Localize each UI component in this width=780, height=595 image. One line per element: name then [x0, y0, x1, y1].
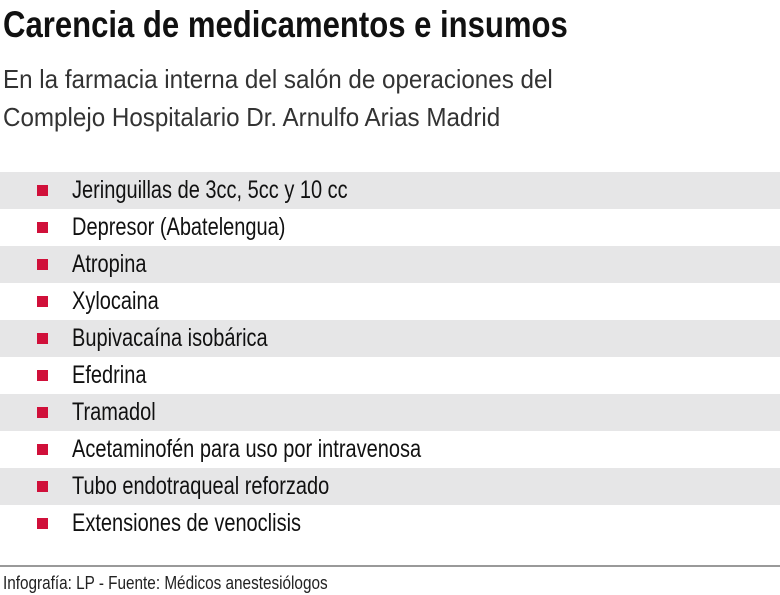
red-square-bullet-icon — [37, 185, 48, 196]
item-label: Depresor (Abatelengua) — [72, 213, 339, 242]
list-item: Atropina — [0, 246, 780, 283]
list-item: Depresor (Abatelengua) — [0, 209, 780, 246]
item-label: Acetaminofén para uso por intravenosa — [72, 435, 508, 464]
item-text: Jeringuillas de 3cc, 5cc y 10 cc — [72, 176, 348, 204]
red-square-bullet-icon — [37, 407, 48, 418]
list-item: Efedrina — [0, 357, 780, 394]
red-square-bullet-icon — [37, 296, 48, 307]
item-text: Tubo endotraqueal reforzado — [72, 472, 330, 500]
subtitle-text: Complejo Hospitalario Dr. Arnulfo Arias … — [3, 102, 501, 132]
subtitle-text: En la farmacia interna del salón de oper… — [3, 64, 553, 94]
item-label: Efedrina — [72, 361, 165, 390]
list-item: Acetaminofén para uso por intravenosa — [0, 431, 780, 468]
item-label: Bupivacaína isobárica — [72, 324, 317, 353]
title-text: Carencia de medicamentos e insumos — [3, 4, 568, 45]
item-label: Jeringuillas de 3cc, 5cc y 10 cc — [72, 176, 417, 205]
subtitle-line-1: En la farmacia interna del salón de oper… — [3, 64, 594, 95]
red-square-bullet-icon — [37, 444, 48, 455]
red-square-bullet-icon — [37, 259, 48, 270]
list-item: Jeringuillas de 3cc, 5cc y 10 cc — [0, 172, 780, 209]
red-square-bullet-icon — [37, 481, 48, 492]
red-square-bullet-icon — [37, 370, 48, 381]
item-text: Tramadol — [72, 398, 156, 426]
footer-text: Infografía: LP - Fuente: Médicos anestes… — [3, 573, 328, 593]
list-item: Xylocaina — [0, 283, 780, 320]
item-label: Extensiones de venoclisis — [72, 509, 358, 538]
item-text: Atropina — [72, 250, 147, 278]
red-square-bullet-icon — [37, 222, 48, 233]
item-label: Tubo endotraqueal reforzado — [72, 472, 394, 501]
item-text: Acetaminofén para uso por intravenosa — [72, 435, 422, 463]
item-label: Xylocaina — [72, 287, 180, 316]
page-title: Carencia de medicamentos e insumos — [3, 4, 675, 46]
item-text: Bupivacaína isobárica — [72, 324, 268, 352]
item-label: Atropina — [72, 250, 165, 279]
item-text: Xylocaina — [72, 287, 159, 315]
items-list: Jeringuillas de 3cc, 5cc y 10 cc Depresor… — [0, 172, 780, 542]
list-item: Bupivacaína isobárica — [0, 320, 780, 357]
list-item: Extensiones de venoclisis — [0, 505, 780, 542]
subtitle-line-2: Complejo Hospitalario Dr. Arnulfo Arias … — [3, 102, 538, 133]
item-label: Tramadol — [72, 398, 177, 427]
item-text: Depresor (Abatelengua) — [72, 213, 286, 241]
item-text: Extensiones de venoclisis — [72, 509, 302, 537]
red-square-bullet-icon — [37, 333, 48, 344]
list-item: Tubo endotraqueal reforzado — [0, 468, 780, 505]
source-credit: Infografía: LP - Fuente: Médicos anestes… — [3, 573, 385, 594]
red-square-bullet-icon — [37, 518, 48, 529]
item-text: Efedrina — [72, 361, 147, 389]
list-item: Tramadol — [0, 394, 780, 431]
divider — [0, 565, 780, 567]
